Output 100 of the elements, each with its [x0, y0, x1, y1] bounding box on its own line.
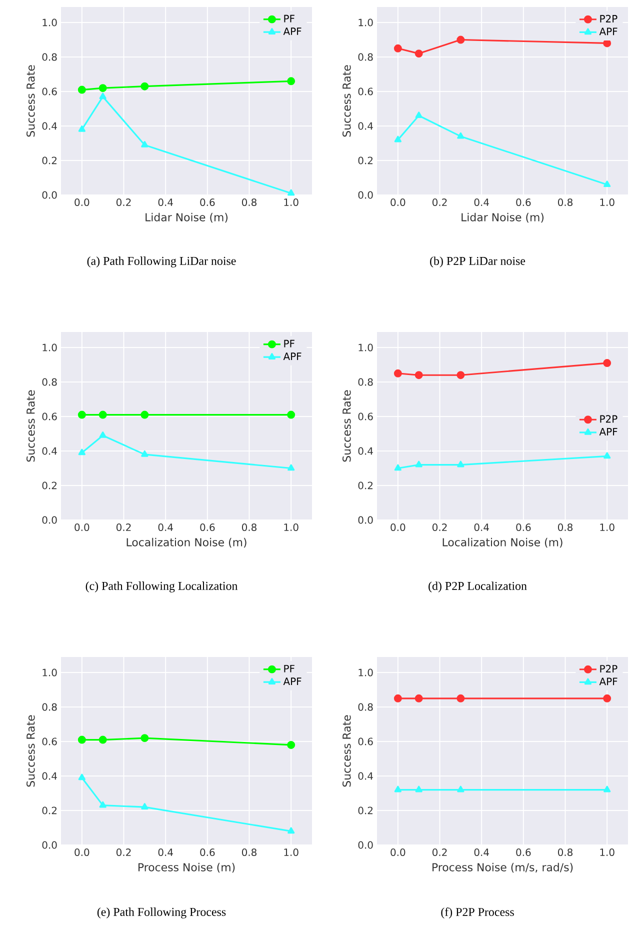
- point: [287, 410, 296, 419]
- y-tick-label: 1.0: [358, 18, 373, 26]
- x-tick-label: 0.8: [242, 198, 256, 206]
- text: (c) Path Following Localization: [86, 582, 238, 592]
- point: [288, 464, 295, 471]
- x-tick-label: 0.4: [474, 848, 489, 856]
- point: [415, 460, 422, 468]
- y-tick-label: 0.8: [42, 378, 57, 386]
- x-axis-title: Process Noise (m): [138, 862, 235, 873]
- point: [457, 132, 464, 139]
- x-tick-label: 1.0: [600, 848, 614, 856]
- y-tick-label: 0.6: [42, 88, 57, 96]
- x-axis-title: Localization Noise (m): [442, 538, 562, 548]
- point: [604, 452, 611, 459]
- x-tick-label: 0.2: [116, 848, 131, 856]
- y-tick-label: 0.8: [358, 703, 373, 711]
- point: [603, 359, 612, 368]
- y-tick-label: 1.0: [42, 344, 57, 352]
- x-tick-label: 0.0: [74, 198, 90, 206]
- x-tick-label: 0.8: [558, 198, 572, 206]
- y-tick-label: 0.2: [42, 482, 56, 490]
- point: [394, 464, 402, 471]
- legend-label: APF: [283, 678, 302, 685]
- y-tick-label: 0.8: [42, 53, 57, 61]
- y-tick-label: 0.4: [42, 447, 57, 455]
- legend-label: PF: [284, 340, 294, 348]
- point: [99, 431, 106, 438]
- x-tick-label: 0.4: [474, 524, 489, 532]
- point: [78, 410, 86, 419]
- y-tick-label: 0.8: [358, 53, 373, 61]
- point: [99, 801, 106, 808]
- point: [140, 410, 149, 419]
- point: [414, 371, 423, 380]
- x-tick-label: 0.0: [390, 198, 406, 206]
- point: [288, 189, 295, 196]
- point: [78, 448, 86, 456]
- x-tick-label: 0.0: [74, 848, 90, 856]
- x-tick-label: 1.0: [284, 848, 298, 856]
- x-tick-label: 0.0: [390, 524, 406, 532]
- x-axis-title: Process Noise (m/s, rad/s): [432, 862, 573, 873]
- point: [98, 736, 107, 744]
- legend-label: APF: [599, 28, 618, 36]
- y-tick-label: 0.0: [358, 191, 373, 199]
- point: [78, 86, 86, 94]
- point: [394, 44, 402, 52]
- x-axis-title: Lidar Noise (m): [462, 212, 544, 223]
- y-axis-title: Success Rate: [342, 65, 351, 137]
- x-tick-label: 0.0: [74, 524, 90, 532]
- x-tick-label: 0.6: [516, 198, 531, 206]
- x-tick-label: 0.4: [474, 198, 489, 206]
- y-tick-label: 0.0: [358, 841, 373, 849]
- x-tick-label: 0.2: [432, 524, 447, 532]
- point: [457, 460, 464, 468]
- x-tick-label: 0.2: [432, 198, 447, 206]
- y-tick-label: 1.0: [42, 668, 57, 676]
- y-tick-label: 1.0: [358, 668, 373, 676]
- text: (d) P2P Localization: [428, 582, 527, 592]
- text: (b) P2P LiDar noise: [430, 256, 526, 268]
- y-tick-label: 0.4: [42, 122, 57, 130]
- legend-label: PF: [284, 14, 294, 22]
- point: [78, 774, 86, 780]
- y-tick-label: 0.2: [358, 156, 372, 164]
- x-tick-label: 0.4: [158, 524, 173, 532]
- y-tick-label: 0.8: [42, 703, 57, 711]
- text: (f) P2P Process: [441, 908, 514, 918]
- x-tick-label: 0.2: [116, 524, 131, 532]
- y-tick-label: 0.6: [358, 738, 373, 746]
- y-axis-title: Success Rate: [342, 715, 351, 787]
- y-tick-label: 0.6: [358, 88, 373, 96]
- y-tick-label: 0.0: [42, 191, 57, 199]
- legend-label: PF: [284, 664, 294, 672]
- y-tick-label: 0.2: [42, 156, 56, 164]
- y-axis-title: Success Rate: [342, 390, 351, 462]
- x-tick-label: 1.0: [284, 524, 298, 532]
- y-tick-label: 0.6: [42, 412, 57, 420]
- x-tick-label: 0.6: [516, 848, 531, 856]
- y-tick-label: 0.2: [42, 806, 56, 814]
- y-tick-label: 0.4: [358, 772, 373, 780]
- point: [287, 77, 296, 86]
- x-tick-label: 0.4: [158, 198, 173, 206]
- point: [394, 369, 402, 378]
- point: [78, 125, 86, 132]
- x-tick-label: 0.6: [200, 198, 215, 206]
- point: [141, 803, 148, 810]
- point: [98, 410, 107, 419]
- x-axis-title: Localization Noise (m): [126, 538, 246, 548]
- y-tick-label: 0.2: [358, 806, 372, 814]
- point: [456, 36, 465, 44]
- x-tick-label: 0.6: [200, 848, 215, 856]
- text: (a) Path Following LiDar noise: [87, 256, 236, 268]
- x-tick-label: 0.6: [516, 524, 531, 532]
- y-tick-label: 0.2: [358, 482, 372, 490]
- legend-label: APF: [283, 28, 302, 35]
- x-tick-label: 0.4: [158, 848, 173, 856]
- point: [98, 84, 107, 92]
- legend-label: APF: [283, 352, 302, 360]
- y-tick-label: 0.0: [358, 516, 373, 524]
- legend-label: P2P: [600, 14, 618, 22]
- x-axis-title: Lidar Noise (m): [146, 212, 228, 223]
- y-tick-label: 0.8: [358, 378, 373, 386]
